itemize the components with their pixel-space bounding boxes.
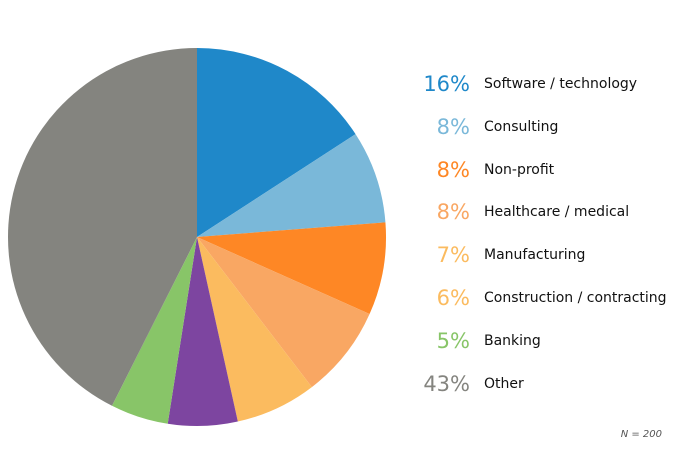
legend-percent: 5% <box>436 328 470 353</box>
legend-percent: 8% <box>436 114 470 139</box>
legend-label: Construction / contracting <box>484 290 667 306</box>
legend-label: Banking <box>484 332 541 349</box>
pie-slice-7 <box>7 48 197 406</box>
legend-label: Consulting <box>484 118 559 135</box>
pie-slice-1 <box>197 134 386 237</box>
legend-percent: 8% <box>436 157 470 182</box>
legend-percent: 16% <box>423 72 470 96</box>
legend-label: Non-profit <box>484 161 555 178</box>
legend-item: 7% Manufacturing <box>410 241 586 269</box>
pie-slice-4 <box>197 237 312 422</box>
legend-percent: 6% <box>436 286 470 310</box>
pie-slice-3 <box>197 237 370 388</box>
legend-percent: 7% <box>436 243 470 268</box>
legend-percent: 43% <box>423 371 470 396</box>
legend-label: Other <box>484 375 524 392</box>
pie-slice-2 <box>197 222 387 315</box>
legend-label: Manufacturing <box>484 247 586 264</box>
legend-item: 8% Non-profit <box>410 156 555 184</box>
legend-item: 16% Software / technology <box>410 70 637 98</box>
legend-item: 5% Banking <box>410 327 541 355</box>
legend-label: Software / technology <box>484 76 638 92</box>
legend-label: Healthcare / medical <box>484 204 630 221</box>
legend-percent: 8% <box>436 200 470 225</box>
pie-slice-0 <box>197 48 356 237</box>
legend-item: 8% Consulting <box>410 113 559 141</box>
pie-slice-6 <box>111 237 197 424</box>
legend-item: 8% Healthcare / medical <box>410 198 629 226</box>
pie-slice-5 <box>167 237 238 427</box>
sample-size-note: N = 200 <box>620 429 662 440</box>
legend-item: 43% Other <box>410 370 524 398</box>
legend-item: 6% Construction / contracting <box>410 284 667 312</box>
